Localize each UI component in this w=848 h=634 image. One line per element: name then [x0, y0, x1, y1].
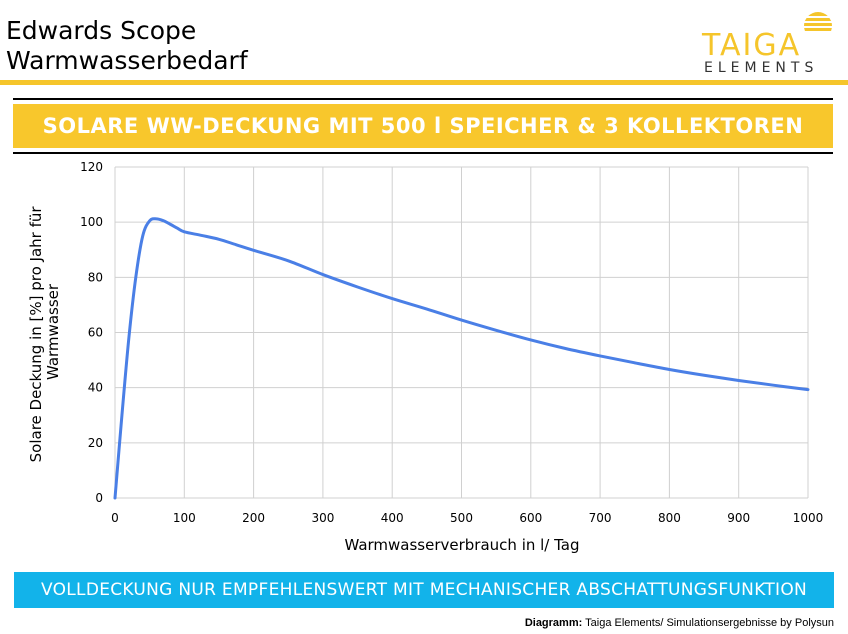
header-divider	[0, 80, 848, 85]
x-axis-label: Warmwasserverbrauch in l/ Tag	[344, 536, 579, 554]
source-text: Taiga Elements/ Simulationsergebnisse by…	[585, 617, 834, 629]
y-tick-label: 60	[88, 326, 103, 340]
x-tick-label: 800	[658, 511, 681, 525]
x-tick-label: 900	[727, 511, 750, 525]
page-title-line-1: Edwards Scope	[6, 16, 197, 45]
x-tick-label: 100	[173, 511, 196, 525]
x-tick-label: 300	[311, 511, 334, 525]
logo-subtitle: ELEMENTS	[704, 60, 819, 76]
y-tick-label: 80	[88, 270, 103, 284]
line-chart: 0 100 200 300 400 500 600 700 800 900 1000 0 20 40 60 8…	[27, 160, 823, 554]
y-axis-label-line-1: Solare Deckung in [%] pro Jahr für	[27, 206, 45, 463]
chart-banner: SOLARE WW-DECKUNG MIT 500 l SPEICHER & 3…	[13, 104, 833, 148]
y-axis-label-line-2: Warmwasser	[44, 283, 62, 380]
page-title: Edwards Scope Warmwasserbedarf	[6, 16, 248, 76]
y-tick-label: 120	[80, 160, 103, 174]
x-tick-label: 700	[589, 511, 612, 525]
x-tick-label: 0	[111, 511, 119, 525]
chart-tick-labels: 0 100 200 300 400 500 600 700 800 900 1000 0 20 40 60 8…	[80, 160, 823, 525]
chart-grid	[114, 166, 809, 499]
y-tick-label: 0	[95, 491, 103, 505]
source-label: Diagramm:	[524, 617, 583, 629]
y-tick-label: 20	[88, 436, 103, 450]
chart-banner-frame: SOLARE WW-DECKUNG MIT 500 l SPEICHER & 3…	[13, 98, 833, 154]
x-tick-label: 200	[242, 511, 265, 525]
logo-word: TAIGA	[702, 28, 802, 63]
y-axis-label: Solare Deckung in [%] pro Jahr für Warmw…	[27, 202, 62, 463]
series-line	[113, 217, 810, 500]
sun-icon	[798, 12, 838, 36]
footer-banner: VOLLDECKUNG NUR EMPFEHLENSWERT MIT MECHA…	[14, 572, 834, 608]
x-tick-label: 500	[450, 511, 473, 525]
y-tick-label: 40	[88, 381, 103, 395]
y-tick-label: 100	[80, 215, 103, 229]
x-tick-label: 600	[519, 511, 542, 525]
page-title-line-2: Warmwasserbedarf	[6, 46, 248, 75]
taiga-elements-logo: TAIGA ELEMENTS	[690, 4, 840, 78]
x-tick-label: 1000	[793, 511, 824, 525]
x-tick-label: 400	[381, 511, 404, 525]
source-note: Diagramm: Taiga Elements/ Simulationserg…	[525, 617, 834, 629]
